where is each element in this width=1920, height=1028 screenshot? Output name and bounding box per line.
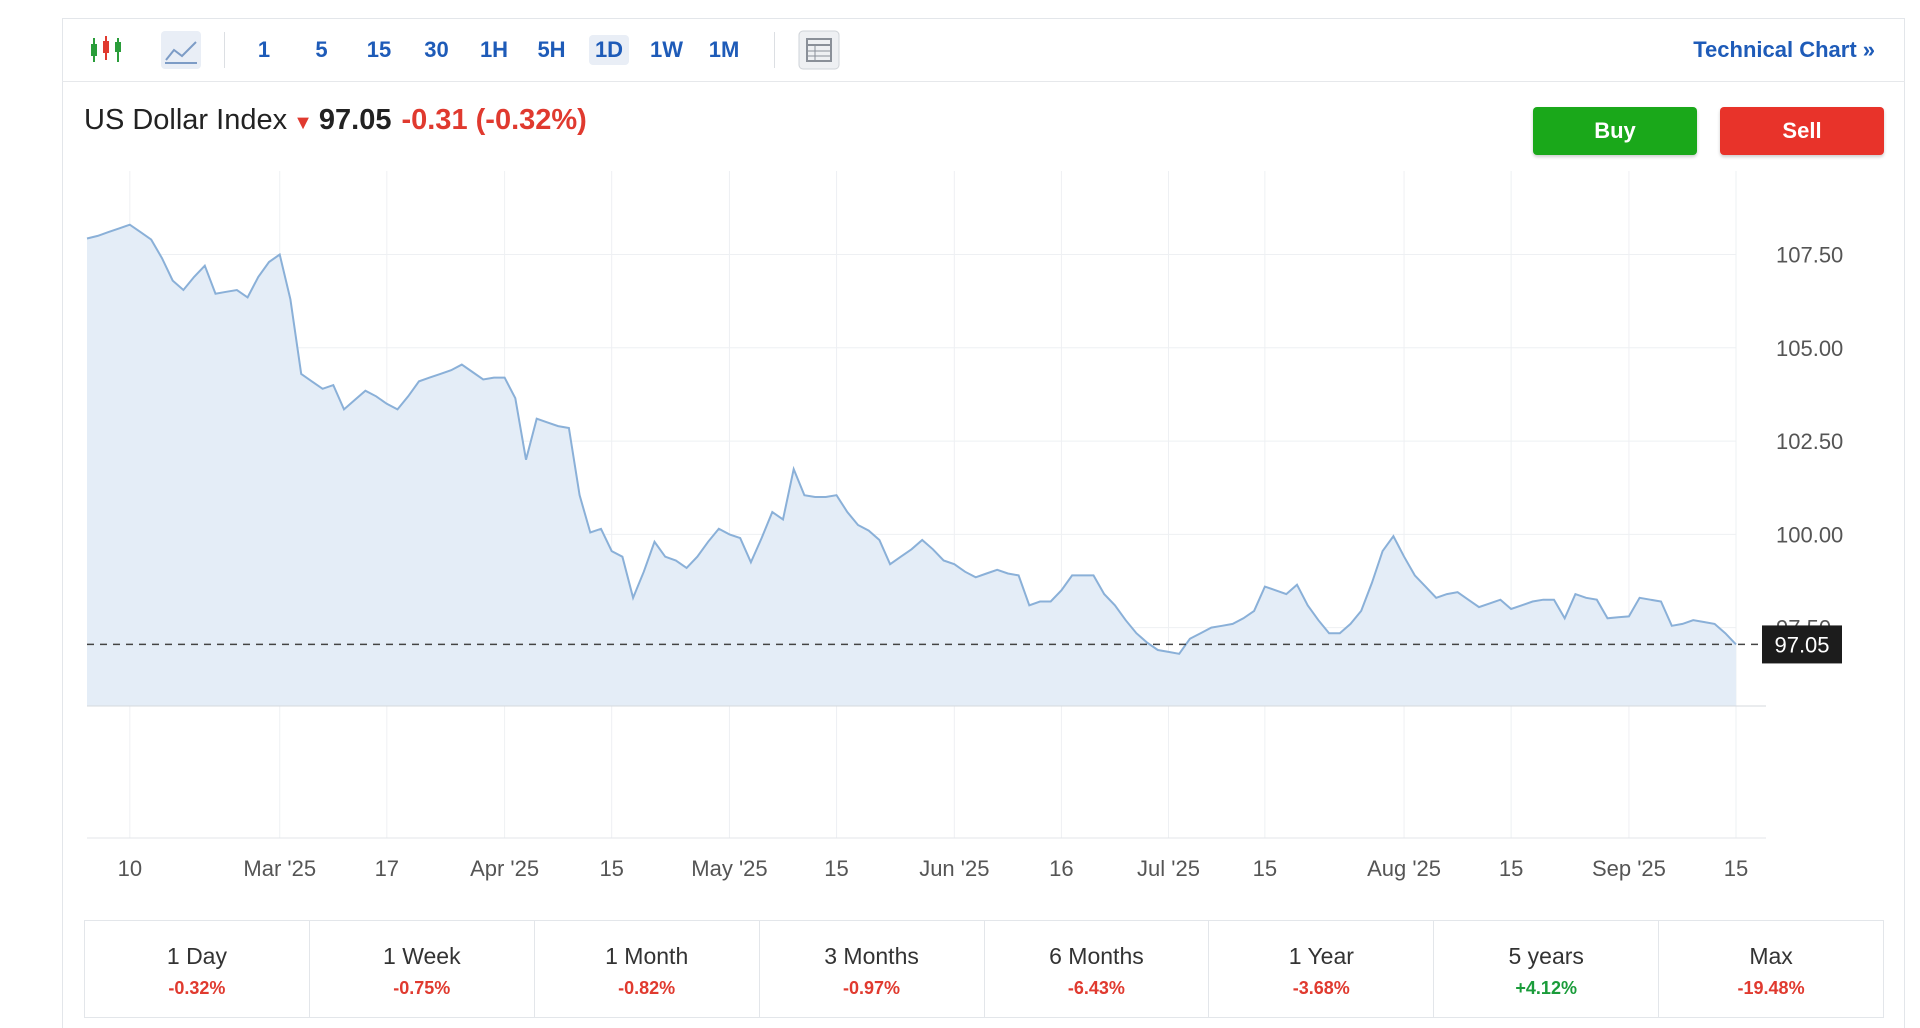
period-change: -0.32%: [168, 978, 226, 998]
period-label: Max: [1749, 943, 1793, 969]
x-tick-label: Apr '25: [470, 856, 539, 881]
x-tick-label: 10: [118, 856, 142, 881]
price-change: -0.31 (-0.32%): [401, 104, 587, 136]
period-change: +4.12%: [1515, 978, 1577, 998]
price-line: [86, 223, 1737, 655]
y-tick-label: 102.50: [1776, 429, 1843, 454]
period-change: -0.75%: [393, 978, 451, 998]
interval-button[interactable]: 1: [257, 37, 271, 62]
y-tick-label: 100.00: [1776, 522, 1843, 547]
period-change: -6.43%: [1067, 978, 1125, 998]
last-price-label: 97.05: [1774, 632, 1829, 657]
performance-cell[interactable]: 6 Months -6.43%: [985, 921, 1210, 1017]
period-label: 6 Months: [1049, 943, 1144, 969]
price-chart: Investing.com97.50100.00102.50105.00107.…: [86, 171, 1843, 881]
last-price-badge: [1762, 625, 1842, 664]
instrument-name: US Dollar Index: [84, 104, 288, 136]
performance-cell[interactable]: Max -19.48%: [1659, 921, 1883, 1017]
interval-button[interactable]: 5H: [537, 37, 566, 62]
x-tick-label: Jul '25: [1137, 856, 1200, 881]
period-label: 1 Day: [166, 943, 227, 969]
interval-button[interactable]: 30: [424, 37, 449, 62]
performance-table: 1 Day -0.32% 1 Week -0.75% 1 Month -0.82% 3 Mo…: [84, 920, 1884, 1018]
x-tick-label: 16: [1049, 856, 1073, 881]
period-label: 3 Months: [824, 943, 919, 969]
x-tick-label: 15: [599, 856, 623, 881]
instrument-header: US Dollar Index ▼ 97.05 -0.31 (-0.32%): [84, 104, 587, 137]
interval-button[interactable]: 1W: [650, 37, 683, 62]
period-change: -3.68%: [1292, 978, 1350, 998]
performance-cell[interactable]: 3 Months -0.97%: [760, 921, 985, 1017]
last-price: 97.05: [318, 104, 392, 136]
candlestick-icon[interactable]: [86, 30, 126, 70]
line-chart-icon[interactable]: [160, 30, 202, 70]
performance-cell[interactable]: 5 years +4.12%: [1434, 921, 1660, 1017]
period-label: 1 Month: [605, 943, 689, 969]
period-change: -0.82%: [618, 978, 676, 998]
performance-cell[interactable]: 1 Day -0.32%: [85, 921, 310, 1017]
x-tick-label: Sep '25: [1592, 856, 1666, 881]
period-label: 5 years: [1508, 943, 1584, 969]
period-label: 1 Week: [383, 943, 461, 969]
x-tick-label: 15: [824, 856, 848, 881]
x-tick-label: 15: [1724, 856, 1748, 881]
table-icon[interactable]: [798, 30, 840, 70]
interval-button[interactable]: 1H: [479, 37, 509, 62]
x-tick-label: 15: [1253, 856, 1277, 881]
y-tick-label: 105.00: [1776, 336, 1843, 361]
widget-frame: [62, 18, 1905, 1028]
toolbar: 1 5 15 30 1H 5H 1D 1W 1M Technical Chart »: [62, 18, 1905, 82]
performance-cell[interactable]: 1 Year -3.68%: [1209, 921, 1435, 1017]
x-tick-label: May '25: [691, 856, 767, 881]
down-arrow: ▼: [293, 112, 313, 134]
buy-button[interactable]: Buy: [1533, 107, 1697, 155]
interval-button[interactable]: 5: [315, 37, 328, 62]
x-tick-label: 17: [375, 856, 399, 881]
technical-chart-link[interactable]: Technical Chart »: [1693, 37, 1875, 62]
separator: [774, 32, 775, 68]
y-tick-label: 107.50: [1776, 243, 1843, 268]
x-tick-label: 15: [1499, 856, 1523, 881]
x-tick-label: Aug '25: [1367, 856, 1441, 881]
price-area: [87, 224, 1736, 706]
period-change: -19.48%: [1737, 978, 1805, 998]
period-label: 1 Year: [1288, 943, 1354, 969]
separator: [224, 32, 225, 68]
sell-button[interactable]: Sell: [1720, 107, 1884, 155]
interval-button[interactable]: 15: [366, 37, 392, 62]
interval-button[interactable]: 1M: [708, 37, 740, 62]
period-change: -0.97%: [843, 978, 901, 998]
performance-cell[interactable]: 1 Week -0.75%: [310, 921, 535, 1017]
x-tick-label: Mar '25: [243, 856, 316, 881]
interval-button[interactable]: 1D: [589, 35, 629, 65]
x-tick-label: Jun '25: [919, 856, 989, 881]
performance-cell[interactable]: 1 Month -0.82%: [535, 921, 760, 1017]
